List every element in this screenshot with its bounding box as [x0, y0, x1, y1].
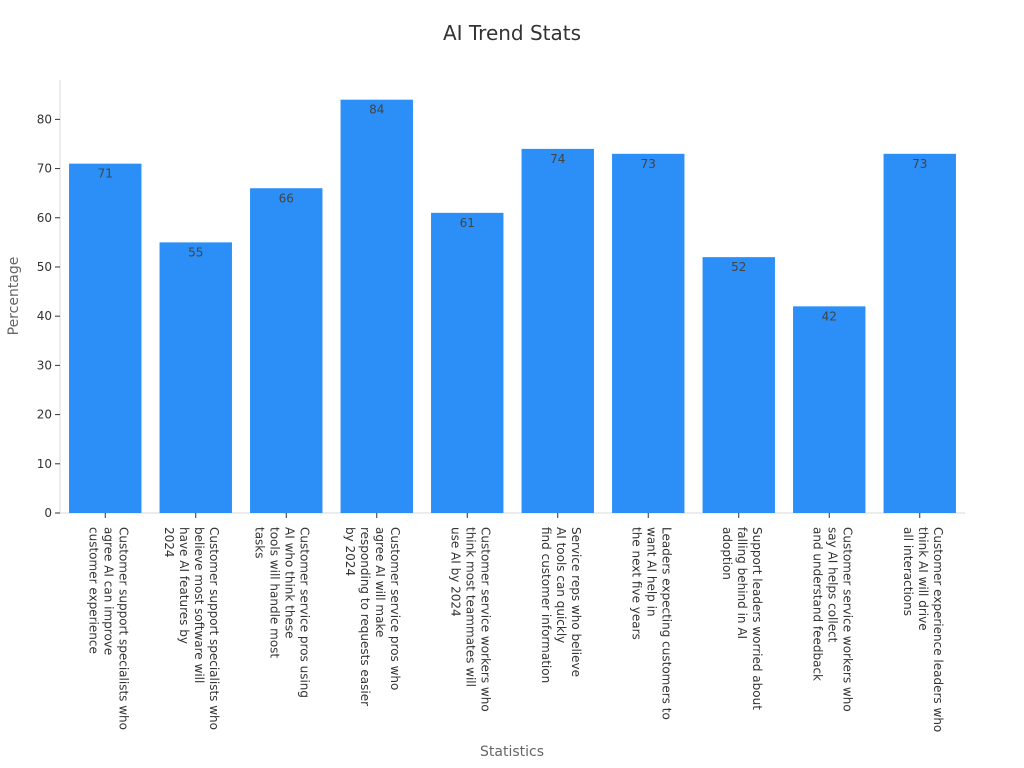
x-tick-label-line: falling behind in AI	[735, 527, 749, 639]
bar	[431, 212, 504, 513]
x-tick-label-line: and understand feedback	[810, 527, 824, 681]
x-tick-label-line: all interactions	[901, 527, 915, 616]
y-axis-label: Percentage	[6, 257, 22, 336]
bar	[612, 153, 685, 513]
x-tick-label-line: Customer service pros using	[297, 527, 311, 698]
x-tick-label-line: Customer service workers who	[478, 527, 492, 712]
x-tick-label-line: agree AI can improve	[101, 527, 115, 655]
bar	[159, 242, 232, 513]
x-tick-label-line: 2024	[162, 527, 176, 558]
x-tick-label-line: want AI help in	[644, 527, 658, 617]
y-tick-label: 20	[37, 408, 52, 422]
x-tick-label-line: tasks	[252, 527, 266, 559]
x-tick-label-line: responding to requests easier	[358, 527, 372, 706]
bar-value-label: 73	[641, 157, 656, 171]
x-tick-label-line: use AI by 2024	[448, 527, 462, 617]
bar-value-label: 84	[369, 103, 384, 117]
x-tick-label-line: Customer service workers who	[840, 527, 854, 712]
x-tick-label-line: Customer experience leaders who	[931, 527, 945, 732]
y-tick-label: 40	[37, 309, 52, 323]
x-tick-label-line: AI who think these	[282, 527, 296, 638]
bar	[250, 188, 323, 513]
bar-value-label: 66	[279, 191, 294, 205]
x-tick-label-line: agree AI will make	[373, 527, 387, 637]
x-tick-label-line: have AI features by	[177, 527, 191, 644]
x-tick-label-line: tools will handle most	[267, 527, 281, 658]
x-tick-label-line: Leaders expecting customers to	[659, 527, 673, 720]
bar-value-label: 74	[550, 152, 565, 166]
x-tick-label-line: adoption	[720, 527, 734, 580]
x-tick-label-line: AI tools can quickly	[554, 527, 568, 643]
bar	[702, 257, 775, 513]
x-tick-label-line: believe most software will	[192, 527, 206, 683]
x-tick-label-line: Customer support specialists who	[207, 527, 221, 730]
chart-title: AI Trend Stats	[443, 21, 581, 45]
bar	[521, 148, 594, 514]
bar-value-label: 55	[188, 245, 203, 259]
bar	[340, 99, 413, 513]
y-tick-label: 50	[37, 260, 52, 274]
x-axis-label: Statistics	[480, 744, 544, 760]
y-tick-label: 60	[37, 211, 52, 225]
bar-value-label: 61	[460, 216, 475, 230]
y-tick-label: 80	[37, 112, 52, 126]
x-tick-label-line: say AI helps collect	[825, 527, 839, 643]
bar	[883, 153, 956, 513]
x-tick-label-line: the next five years	[629, 527, 643, 640]
bar-value-label: 73	[912, 157, 927, 171]
bar-value-label: 52	[731, 260, 746, 274]
y-tick-label: 70	[37, 162, 52, 176]
x-tick-label-line: Support leaders worried about	[750, 527, 764, 710]
bar	[69, 163, 142, 514]
x-tick-label-line: Service reps who believe	[569, 527, 583, 677]
x-tick-label: Customer support specialists whobelieve …	[162, 527, 221, 730]
x-tick-label-line: think most teammates will	[463, 527, 477, 687]
x-tick-label-line: customer experience	[86, 527, 100, 654]
bar-value-label: 42	[822, 309, 837, 323]
x-tick-label-line: by 2024	[343, 527, 357, 576]
x-tick-label-line: Customer support specialists who	[116, 527, 130, 730]
y-tick-label: 10	[37, 457, 52, 471]
x-tick-label-line: Customer service pros who	[388, 527, 402, 690]
y-tick-label: 0	[44, 506, 52, 520]
y-tick-label: 30	[37, 358, 52, 372]
bar	[793, 306, 866, 513]
x-tick-label-line: think AI will drive	[916, 527, 930, 631]
x-tick-label-line: find customer information	[539, 527, 553, 683]
bar-value-label: 71	[98, 167, 113, 181]
